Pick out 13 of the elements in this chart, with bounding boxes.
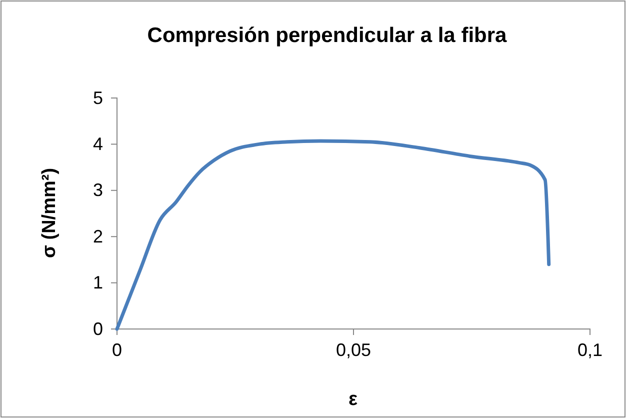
y-tick-label: 4 (92, 134, 103, 154)
y-tick-label: 0 (92, 318, 103, 339)
x-tick-label: 0,05 (336, 340, 372, 360)
y-tick-label: 3 (92, 180, 103, 200)
y-tick-label: 5 (92, 88, 103, 108)
x-tick-label: 0,1 (577, 340, 603, 360)
y-tick-label: 1 (92, 272, 103, 293)
x-axis-title: ε (348, 389, 358, 410)
x-tick-label: 0 (112, 340, 122, 360)
y-tick-label: 2 (92, 226, 103, 246)
chart-title: Compresión perpendicular a la fibra (147, 24, 508, 47)
line-series (115, 139, 551, 331)
y-axis-title: σ (N/mm²) (39, 168, 60, 258)
